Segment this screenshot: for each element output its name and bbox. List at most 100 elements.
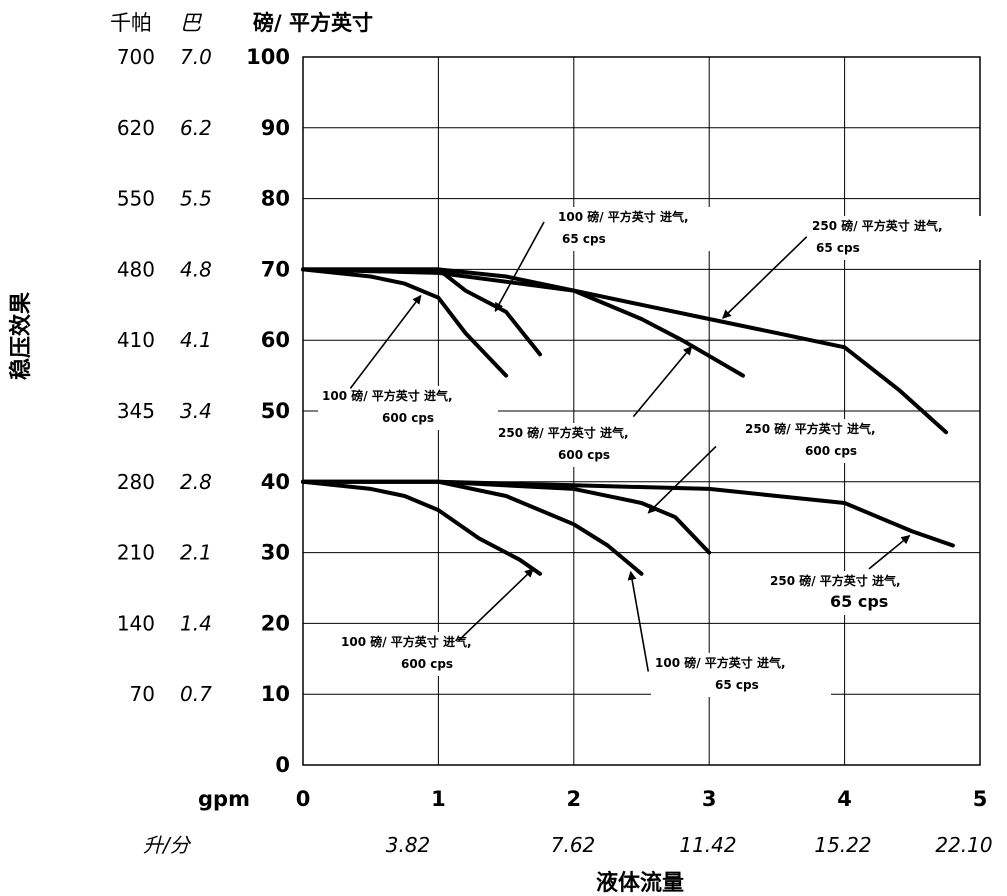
y-tick-bar: 1.4 bbox=[180, 611, 212, 635]
annotation-arrow bbox=[722, 236, 808, 319]
tick-labels: 1009080706050403020100700620550480410345… bbox=[117, 45, 993, 857]
y-tick-kpa: 410 bbox=[117, 328, 155, 352]
annotation-3: 100 磅/ 平方英寸 进气, 600 cps bbox=[318, 294, 498, 430]
y-axis-title: 稳压效果 bbox=[8, 292, 34, 380]
y-tick-kpa: 620 bbox=[117, 116, 155, 140]
y-tick-bar: 4.8 bbox=[180, 257, 212, 281]
x-tick-gpm: 3 bbox=[702, 787, 717, 811]
annotation-arrow bbox=[494, 221, 545, 312]
y-tick-psi: 10 bbox=[261, 682, 290, 706]
annotation-arrow bbox=[868, 534, 911, 570]
x-tick-gpm: 0 bbox=[296, 787, 311, 811]
annotation-5: 250 磅/ 平方英寸 进气, 600 cps bbox=[647, 419, 921, 514]
x-tick-lpm: 7.62 bbox=[551, 833, 596, 857]
annotation-text: 250 磅/ 平方英寸 进气, bbox=[812, 218, 943, 233]
y-tick-psi: 80 bbox=[261, 187, 290, 211]
x-tick-lpm: 22.10 bbox=[935, 833, 992, 857]
y-tick-bar: 0.7 bbox=[180, 682, 212, 706]
annotation-text: 250 磅/ 平方英寸 进气, bbox=[745, 421, 876, 436]
annotation-1: 100 磅/ 平方英寸 进气, 65 cps bbox=[494, 207, 734, 312]
annotation-text: 600 cps bbox=[558, 448, 610, 462]
series-line-6 bbox=[301, 479, 644, 576]
annotation-text: 100 磅/ 平方英寸 进气, bbox=[322, 388, 453, 403]
annotation-text: 600 cps bbox=[382, 411, 434, 425]
series-line-7 bbox=[301, 479, 712, 555]
y-tick-kpa: 345 bbox=[117, 399, 155, 423]
annotation-text: 65 cps bbox=[830, 592, 888, 611]
x-tick-gpm: 1 bbox=[431, 787, 446, 811]
series-line-1 bbox=[301, 267, 509, 378]
series-line-5 bbox=[301, 479, 542, 576]
annotation-text: 250 磅/ 平方英寸 进气, bbox=[770, 573, 901, 588]
curves bbox=[301, 267, 955, 576]
y-tick-psi: 0 bbox=[275, 753, 290, 777]
y-tick-psi: 50 bbox=[261, 399, 290, 423]
annotation-text: 65 cps bbox=[715, 678, 759, 692]
y-tick-bar: 7.0 bbox=[180, 45, 212, 69]
annotation-4: 250 磅/ 平方英寸 进气, 600 cps bbox=[494, 345, 693, 467]
header-bar: 巴 bbox=[180, 11, 203, 35]
y-tick-psi: 100 bbox=[246, 45, 290, 69]
annotation-bg bbox=[651, 653, 831, 697]
annotation-text: 600 cps bbox=[805, 444, 857, 458]
annotation-6: 250 磅/ 平方英寸 进气, 65 cps bbox=[766, 534, 946, 615]
y-tick-kpa: 480 bbox=[117, 257, 155, 281]
grid bbox=[302, 56, 981, 766]
annotation-bg bbox=[808, 216, 988, 260]
annotations: 100 磅/ 平方英寸 进气, 65 cps 250 磅/ 平方英寸 进气, 65 c… bbox=[318, 207, 988, 697]
y-tick-kpa: 280 bbox=[117, 470, 155, 494]
x-tick-lpm: 3.82 bbox=[386, 833, 431, 857]
series-line-8 bbox=[301, 479, 955, 548]
y-tick-bar: 6.2 bbox=[180, 116, 212, 140]
annotation-text: 65 cps bbox=[562, 232, 606, 246]
annotation-bg bbox=[741, 419, 921, 463]
annotation-text: 250 磅/ 平方英寸 进气, bbox=[498, 425, 629, 440]
annotation-bg bbox=[318, 386, 498, 430]
annotation-text: 100 磅/ 平方英寸 进气, bbox=[558, 209, 689, 224]
annotation-8: 100 磅/ 平方英寸 进气, 65 cps bbox=[627, 570, 831, 697]
y-tick-bar: 2.8 bbox=[180, 470, 212, 494]
annotation-2: 250 磅/ 平方英寸 进气, 65 cps bbox=[722, 216, 988, 319]
header-kpa: 千帕 bbox=[110, 11, 152, 35]
x-tick-gpm: 5 bbox=[973, 787, 988, 811]
annotation-text: 100 磅/ 平方英寸 进气, bbox=[341, 634, 472, 649]
annotation-text: 65 cps bbox=[816, 241, 860, 255]
y-tick-bar: 2.1 bbox=[180, 541, 212, 565]
series-line-4 bbox=[301, 267, 949, 435]
y-tick-psi: 90 bbox=[261, 116, 290, 140]
y-tick-psi: 20 bbox=[261, 611, 290, 635]
header-psi: 磅/ 平方英寸 bbox=[253, 11, 373, 35]
annotation-bg bbox=[494, 423, 674, 467]
y-tick-kpa: 550 bbox=[117, 187, 155, 211]
y-tick-bar: 3.4 bbox=[180, 399, 212, 423]
y-tick-psi: 70 bbox=[261, 257, 290, 281]
series-line-3 bbox=[301, 267, 745, 378]
annotation-arrow bbox=[627, 570, 650, 672]
annotation-text: 600 cps bbox=[401, 657, 453, 671]
plot-frame bbox=[302, 56, 981, 766]
y-tick-bar: 4.1 bbox=[180, 328, 212, 352]
x-tick-lpm: 15.22 bbox=[814, 833, 871, 857]
y-tick-kpa: 70 bbox=[130, 682, 155, 706]
annotation-arrow bbox=[458, 568, 534, 641]
y-tick-bar: 5.5 bbox=[180, 187, 212, 211]
annotation-7: 100 磅/ 平方英寸 进气, 600 cps bbox=[337, 568, 534, 676]
annotation-bg bbox=[766, 571, 946, 615]
x-tick-gpm: 2 bbox=[566, 787, 581, 811]
x-axis-title: 液体流量 bbox=[596, 870, 684, 896]
annotation-arrow bbox=[349, 294, 422, 389]
y-tick-kpa: 700 bbox=[117, 45, 155, 69]
y-tick-psi: 40 bbox=[261, 470, 290, 494]
x-unit-gpm: gpm bbox=[198, 787, 250, 811]
annotation-bg bbox=[554, 207, 734, 251]
annotation-bg bbox=[337, 632, 517, 676]
annotation-arrow bbox=[647, 445, 717, 514]
annotation-arrow bbox=[632, 345, 693, 418]
x-tick-lpm: 11.42 bbox=[679, 833, 736, 857]
y-tick-psi: 30 bbox=[261, 541, 290, 565]
annotation-text: 100 磅/ 平方英寸 进气, bbox=[655, 655, 786, 670]
x-tick-gpm: 4 bbox=[837, 787, 852, 811]
y-tick-psi: 60 bbox=[261, 328, 290, 352]
y-tick-kpa: 140 bbox=[117, 611, 155, 635]
